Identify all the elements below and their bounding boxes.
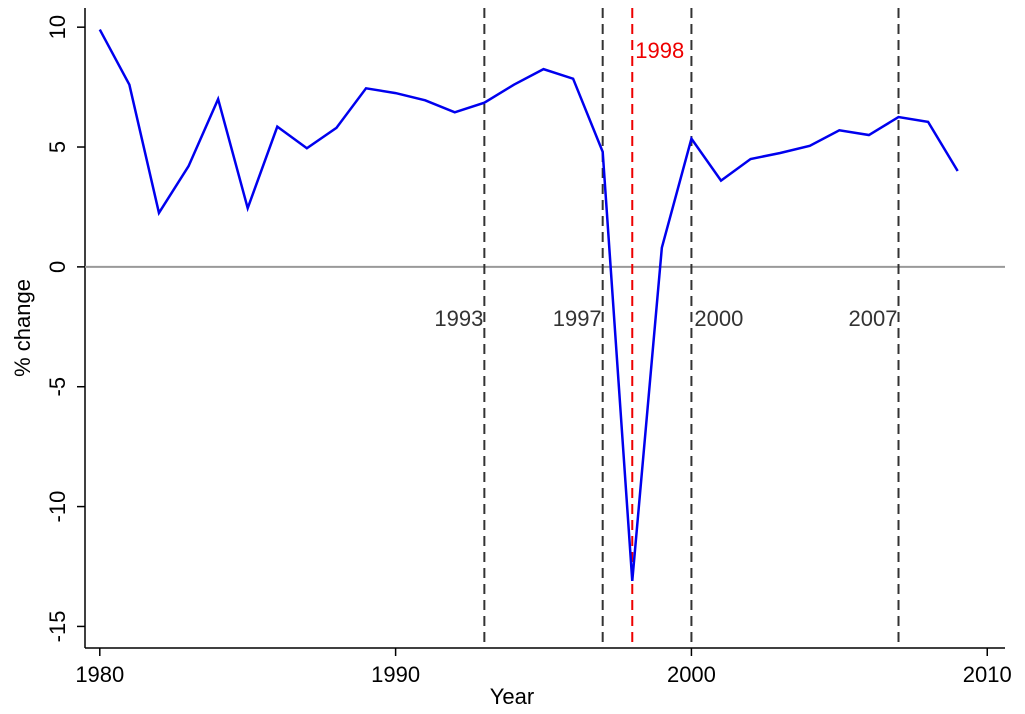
y-tick-label: -5 — [45, 377, 70, 397]
y-tick-label: -15 — [45, 611, 70, 643]
y-tick-label: 10 — [45, 15, 70, 39]
event-label: 1998 — [635, 38, 684, 63]
event-label: 1993 — [434, 306, 483, 331]
x-tick-label: 1980 — [75, 662, 124, 687]
event-label: 2000 — [694, 306, 743, 331]
x-axis-title: Year — [490, 684, 534, 709]
y-axis-title: % change — [10, 279, 35, 377]
event-label: 1997 — [553, 306, 602, 331]
data-line — [98, 28, 959, 581]
y-tick-label: -10 — [45, 491, 70, 523]
y-tick-label: 0 — [45, 261, 70, 273]
x-tick-label: 2000 — [667, 662, 716, 687]
event-label: 2007 — [849, 306, 898, 331]
x-tick-label: 2010 — [963, 662, 1012, 687]
y-tick-label: 5 — [45, 141, 70, 153]
x-tick-label: 1990 — [371, 662, 420, 687]
